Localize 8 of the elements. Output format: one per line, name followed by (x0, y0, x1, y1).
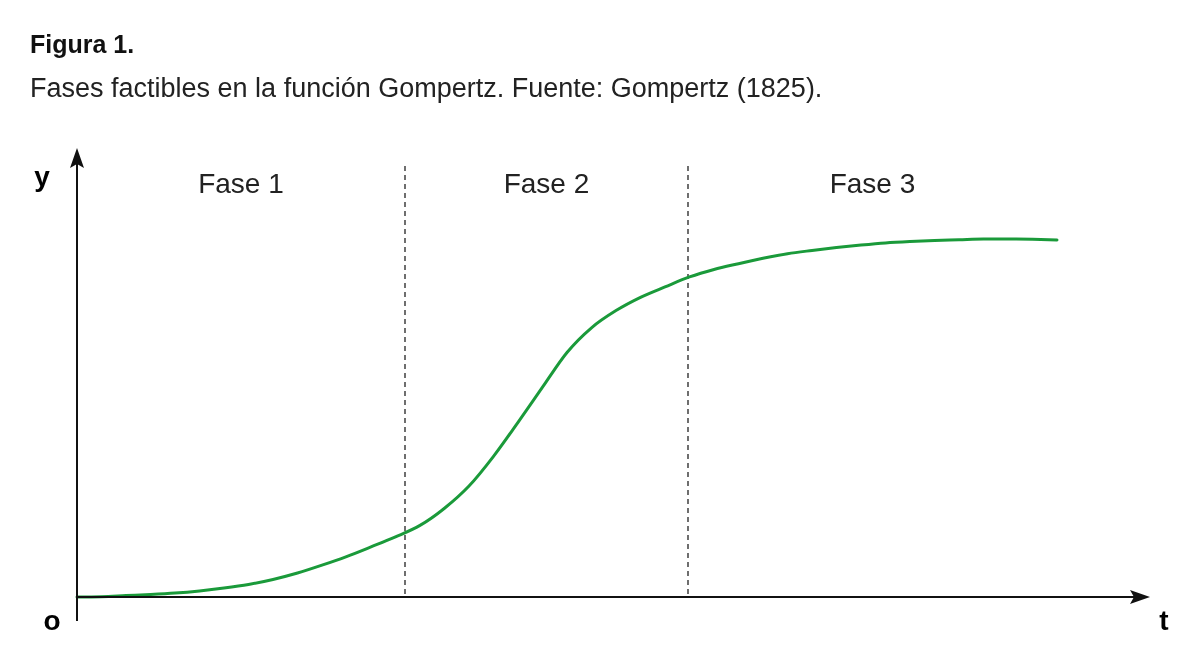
y-axis-title: y (34, 161, 51, 192)
chart-subtitle: Fases factibles en la función Gompertz. Fuente: Gompertz (1825). (30, 73, 823, 103)
text: Fase 2 (503, 168, 590, 199)
x-axis-title: t (1159, 605, 1169, 636)
text: o (43, 605, 61, 636)
chart-title: Figura 1. (30, 30, 135, 58)
text: Fase 1 (198, 168, 284, 199)
text: Fase 3 (829, 168, 916, 199)
